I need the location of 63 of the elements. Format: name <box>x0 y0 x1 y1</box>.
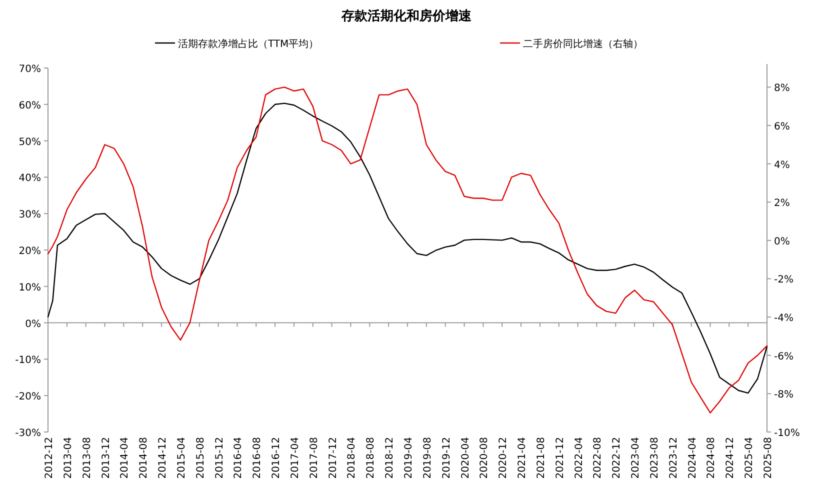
x-tick-label: 2024-08 <box>706 437 718 479</box>
y2-tick-label: 0% <box>774 236 790 248</box>
y-tick-label: 60% <box>18 100 41 112</box>
x-tick-label: 2025-08 <box>763 437 774 479</box>
y2-tick-label: -8% <box>774 390 794 401</box>
x-tick-label: 2023-08 <box>649 437 660 479</box>
x-tick-label: 2018-08 <box>366 437 377 479</box>
x-tick-label: 2014-12 <box>158 437 169 479</box>
y-tick-label: 20% <box>18 246 41 257</box>
x-tick-label: 2024-04 <box>687 437 698 479</box>
x-tick-label: 2022-08 <box>592 437 604 479</box>
x-tick-label: 2020-04 <box>460 437 472 479</box>
y2-tick-label: 2% <box>774 198 790 210</box>
y-tick-label: 10% <box>18 282 41 294</box>
x-tick-label: 2017-08 <box>308 437 320 479</box>
y-tick-label: 50% <box>18 136 41 148</box>
y-tick-label: -20% <box>15 392 41 403</box>
y-tick-label: -30% <box>15 428 41 439</box>
x-tick-label: 2014-04 <box>120 437 131 479</box>
x-tick-label: 2019-08 <box>422 437 434 479</box>
chart-title: 存款活期化和房价增速 <box>340 8 472 24</box>
x-tick-label: 2019-04 <box>404 437 414 479</box>
x-tick-label: 2024-12 <box>725 437 736 479</box>
y-tick-label: 70% <box>18 64 41 75</box>
x-tick-label: 2025-04 <box>744 437 756 479</box>
y-tick-label: 40% <box>18 173 41 184</box>
x-tick-label: 2021-08 <box>536 437 547 479</box>
y2-tick-label: -4% <box>774 313 794 324</box>
x-tick-label: 2016-12 <box>271 437 282 479</box>
x-tick-label: 2013-04 <box>62 437 74 479</box>
x-tick-label: 2013-12 <box>100 437 112 479</box>
x-tick-label: 2018-12 <box>384 437 396 479</box>
x-tick-label: 2016-04 <box>233 437 244 479</box>
x-tick-label: 2020-12 <box>498 437 510 479</box>
y2-tick-label: -6% <box>774 351 794 362</box>
x-tick-label: 2022-12 <box>612 437 623 479</box>
x-tick-label: 2015-04 <box>176 437 188 479</box>
x-tick-label: 2022-04 <box>574 437 585 479</box>
x-tick-label: 2014-08 <box>138 437 150 479</box>
x-tick-label: 2015-08 <box>195 437 206 479</box>
y2-tick-label: 6% <box>774 121 790 132</box>
y2-tick-label: -2% <box>774 274 794 286</box>
y-tick-label: 30% <box>18 210 41 221</box>
x-tick-label: 2018-04 <box>346 437 358 479</box>
x-tick-label: 2023-04 <box>630 437 642 479</box>
legend-label: 二手房价同比增速（右轴） <box>523 38 643 50</box>
y2-tick-label: 8% <box>774 83 790 94</box>
x-tick-label: 2021-04 <box>517 437 528 479</box>
legend-label: 活期存款净增占比（TTM平均） <box>178 38 319 50</box>
x-tick-label: 2016-08 <box>252 437 264 479</box>
y-tick-label: -10% <box>15 355 41 366</box>
x-tick-label: 2017-04 <box>290 437 301 479</box>
x-tick-label: 2023-12 <box>668 437 680 479</box>
y2-tick-label: -10% <box>774 428 800 439</box>
x-tick-label: 2021-12 <box>554 437 566 479</box>
y2-tick-label: 4% <box>774 160 790 171</box>
y-tick-label: 0% <box>25 318 41 330</box>
x-tick-label: 2019-12 <box>441 437 452 479</box>
x-tick-label: 2020-08 <box>479 437 490 479</box>
x-tick-label: 2017-12 <box>328 437 339 479</box>
x-tick-label: 2013-08 <box>82 437 93 479</box>
x-tick-label: 2015-12 <box>214 437 226 479</box>
x-tick-label: 2012-12 <box>44 437 55 479</box>
